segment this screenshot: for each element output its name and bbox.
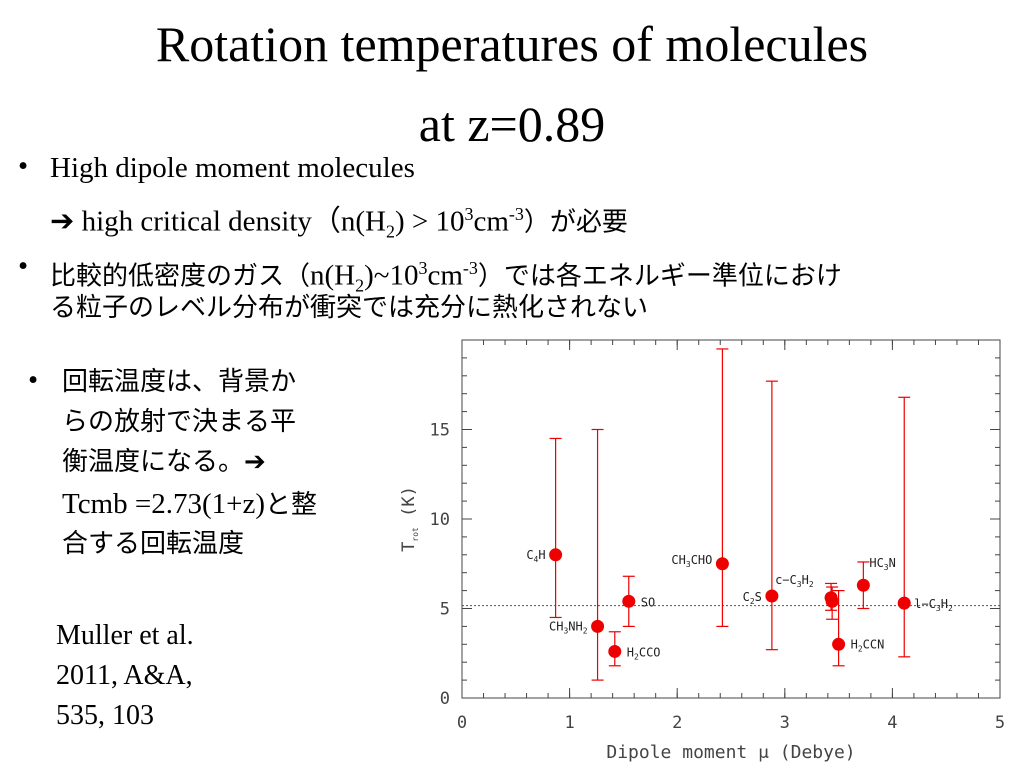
- x-tick-label: 0: [457, 713, 467, 733]
- reference-line1: Muller et al.: [56, 620, 194, 651]
- point-label: c−C3H2: [775, 573, 814, 589]
- reference-line3: 535, 103: [56, 700, 154, 731]
- data-point: [825, 594, 839, 608]
- point-label: C4H: [526, 548, 545, 564]
- y-tick-label: 5: [440, 600, 450, 620]
- y-tick-label: 0: [440, 689, 450, 709]
- data-point: [832, 637, 846, 651]
- data-point: [765, 589, 779, 603]
- data-point: [549, 548, 563, 562]
- data-point: [715, 557, 729, 571]
- y-tick-label: 15: [430, 421, 450, 441]
- point-label: CH3CHO: [671, 553, 712, 569]
- point-label: l−C3H2: [914, 597, 953, 613]
- slide-title-line1: Rotation temperatures of molecules: [155, 16, 869, 72]
- x-axis-label: Dipole moment μ (Debye): [606, 742, 855, 763]
- point-label: HC3N: [869, 556, 896, 572]
- point-label: CH3NH2: [549, 619, 588, 635]
- reference-citation: Muller et al. 2011, A&A, 535, 103: [56, 616, 194, 736]
- x-tick-label: 1: [564, 713, 574, 733]
- bullet-low-density-line1: 比較的低密度のガス（n(H2)~103cm-3）では各エネルギー準位におけ: [50, 258, 842, 296]
- point-label: C2S: [743, 590, 762, 606]
- bullet-rotation-line2: らの放射で決まる平: [62, 407, 297, 437]
- bullet-rotation-line5: 合する回転温度: [62, 529, 245, 559]
- data-point: [608, 644, 622, 658]
- slide-title-line2: at z=0.89: [418, 96, 606, 152]
- bullet-marker-3: •: [28, 364, 39, 396]
- y-axis-label: Trot (K): [399, 486, 420, 552]
- data-point: [856, 578, 870, 592]
- point-label: SO: [641, 595, 655, 609]
- x-tick-label: 3: [780, 713, 790, 733]
- bullet-rotation-line1: 回転温度は、背景か: [62, 367, 297, 397]
- y-tick-label: 10: [430, 510, 450, 530]
- x-tick-label: 2: [672, 713, 682, 733]
- point-label: H2CCN: [851, 637, 885, 653]
- critical-density-line: ➔ high critical density（n(H2) > 103cm-3）…: [50, 204, 628, 242]
- bullet-marker-2: •: [18, 250, 29, 282]
- bullet-high-dipole: High dipole moment molecules: [50, 152, 415, 184]
- data-point: [897, 596, 911, 610]
- rotation-temperature-chart: 0 1 2 3 4 5 0 5 10 15 Dipole moment μ (Debye) Trot …: [399, 339, 1005, 763]
- bullet-low-density-line2: る粒子のレベル分布が衝突では充分に熱化されない: [50, 293, 649, 323]
- x-tick-label: 4: [887, 713, 897, 733]
- plot-frame: [461, 339, 1001, 699]
- point-label: H2CCO: [627, 645, 661, 661]
- x-tick-label: 5: [995, 713, 1005, 733]
- bullet-rotation-line4: Tcmb =2.73(1+z)と整: [62, 488, 318, 520]
- data-point: [622, 594, 636, 608]
- bullet-rotation-line3: 衡温度になる。➔: [62, 447, 266, 477]
- bullet-marker-1: •: [18, 150, 29, 182]
- reference-line2: 2011, A&A,: [56, 660, 193, 691]
- arrow-icon: ➔: [50, 205, 75, 238]
- data-point: [591, 619, 605, 633]
